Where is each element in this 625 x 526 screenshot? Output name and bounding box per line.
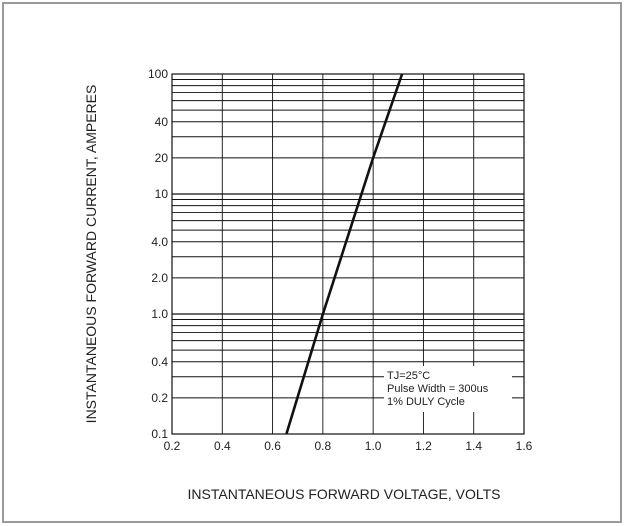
y-tick-label: 2.0 [151, 271, 168, 285]
y-tick-label: 100 [148, 67, 168, 81]
series-group [285, 73, 404, 435]
y-tick-label: 10 [155, 187, 169, 201]
x-tick-label: 0.8 [315, 439, 332, 453]
x-tick-label: 1.6 [516, 439, 533, 453]
annotation-box: TJ=25°C Pulse Width = 300us 1% DULY Cycl… [384, 366, 512, 412]
y-tick-label: 0.2 [151, 391, 168, 405]
y-axis-title: INSTANTANEOUS FORWARD CURRENT, AMPERES [83, 85, 99, 424]
y-tick-labels: 0.1 0.2 0.4 1.0 2.0 4.0 10 20 40 100 [148, 67, 168, 441]
grid-horizontal [172, 79, 524, 399]
x-tick-label: 0.4 [214, 439, 231, 453]
plot-border [171, 73, 525, 435]
x-tick-labels: 0.2 0.4 0.6 0.8 1.0 1.2 1.4 1.6 [164, 439, 533, 453]
y-tick-label: 20 [155, 151, 169, 165]
series-line [285, 73, 404, 435]
annotation-pulse-width: Pulse Width = 300us [387, 383, 489, 395]
x-tick-label: 1.0 [365, 439, 382, 453]
x-tick-label: 0.2 [164, 439, 181, 453]
annotation-background [384, 366, 512, 412]
y-tick-label: 0.1 [151, 427, 168, 441]
annotation-duty-cycle: 1% DULY Cycle [387, 396, 465, 408]
annotation-temperature: TJ=25°C [387, 370, 430, 382]
y-tick-label: 4.0 [151, 235, 168, 249]
y-tick-label: 1.0 [151, 307, 168, 321]
x-tick-label: 0.6 [264, 439, 281, 453]
y-tick-label: 40 [155, 115, 169, 129]
x-tick-label: 1.2 [415, 439, 432, 453]
x-tick-label: 1.4 [465, 439, 482, 453]
y-tick-label: 0.4 [151, 355, 168, 369]
x-axis-title: INSTANTANEOUS FORWARD VOLTAGE, VOLTS [188, 486, 501, 502]
